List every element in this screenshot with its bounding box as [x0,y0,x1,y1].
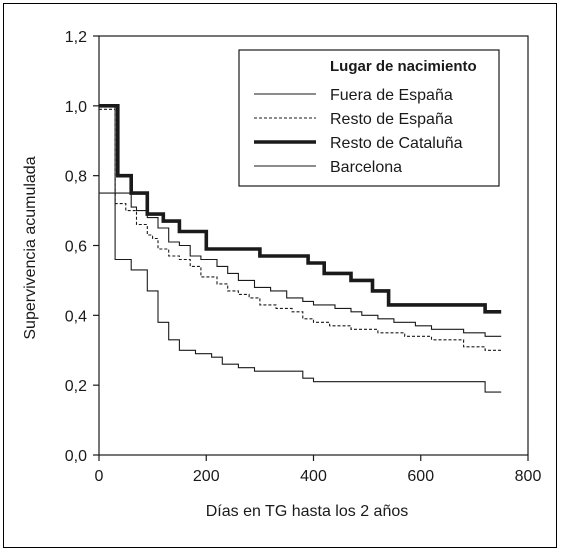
series-line-3 [99,104,502,314]
legend-box [238,49,500,187]
y-tick-label: 1,2 [65,29,87,46]
y-tick-label: 0,0 [65,448,87,465]
y-axis-label: Supervivencia acumulada [22,156,39,339]
y-tick-label: 0,6 [65,239,87,256]
axes: 0 200 400 600 800 0,0 0,2 0,4 0,6 0,8 1,0 1,2 [65,29,542,485]
legend-label: Barcelona [330,159,402,176]
y-tick-label: 0,8 [65,169,87,186]
y-tick-label: 1,0 [65,99,87,116]
x-tick-label: 400 [300,468,327,485]
x-axis-label: Días en TG hasta los 2 años [206,503,408,520]
legend-title: Lugar de nacimiento [330,58,477,75]
legend: Lugar de nacimiento Fuera de España Resto … [238,49,500,187]
legend-label: Fuera de España [330,87,453,104]
legend-label: Resto de Cataluña [330,135,463,152]
series-layer [99,104,502,393]
x-tick-label: 800 [515,468,542,485]
y-tick-label: 0,2 [65,378,87,395]
series-line-4 [99,192,502,393]
series-line-1 [99,105,502,337]
x-tick-label: 200 [193,468,220,485]
x-tick-label: 0 [95,468,104,485]
figure-frame [3,3,557,548]
series-line-2 [99,108,502,351]
legend-label: Resto de España [330,111,453,128]
y-tick-label: 0,4 [65,308,87,325]
x-tick-label: 600 [407,468,434,485]
